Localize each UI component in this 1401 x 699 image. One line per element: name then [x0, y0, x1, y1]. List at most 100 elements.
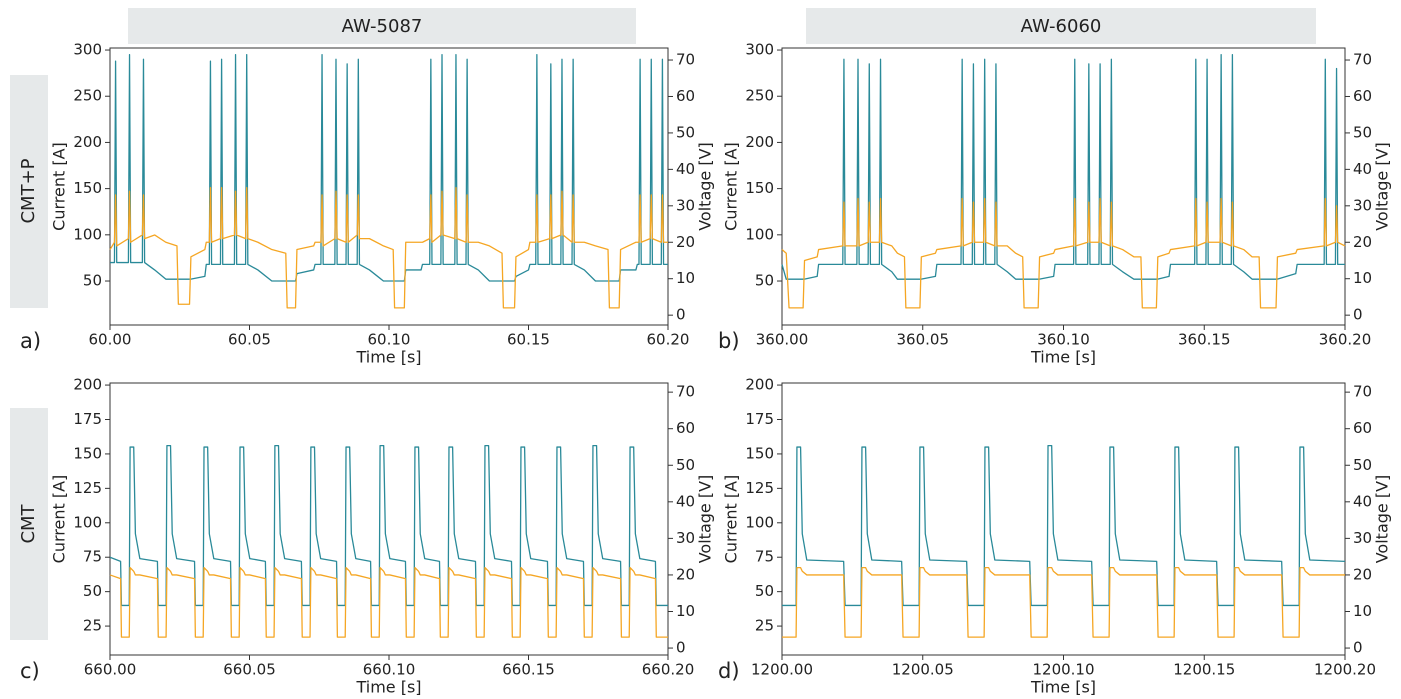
series-line: [109, 566, 668, 638]
y2-tick-label: 0: [676, 306, 686, 324]
panel-label: c): [20, 659, 40, 683]
plot-frame: [109, 47, 669, 326]
column-header-box: [128, 8, 636, 44]
y-tick-label: 75: [755, 548, 774, 566]
x-tick-label: 1200.10: [1032, 661, 1094, 679]
y-tick-label: 175: [73, 410, 102, 428]
y-tick-label: 25: [755, 617, 774, 635]
y2-axis-label: Voltage [V]: [696, 475, 715, 564]
y2-tick-label: 70: [1353, 383, 1372, 401]
y2-tick-label: 30: [1353, 529, 1372, 547]
y-tick-label: 50: [755, 582, 774, 600]
series-line: [109, 186, 668, 309]
y2-axis-label: Voltage [V]: [1373, 142, 1392, 231]
y-tick-label: 125: [745, 479, 774, 497]
y2-tick-label: 70: [1353, 51, 1372, 69]
x-axis-label: Time [s]: [1030, 348, 1096, 367]
y2-tick-label: 20: [1353, 565, 1372, 583]
y-tick-label: 200: [745, 133, 774, 151]
column-header: AW-5087: [342, 16, 423, 37]
y2-tick-label: 40: [676, 160, 695, 178]
x-tick-label: 360.00: [756, 331, 809, 349]
y-tick-label: 50: [83, 272, 102, 290]
plot-frame: [781, 47, 1346, 326]
y2-axis-label: Voltage [V]: [696, 142, 715, 231]
x-tick-label: 360.20: [1319, 331, 1372, 349]
y-tick-label: 25: [83, 617, 102, 635]
y2-tick-label: 20: [1353, 233, 1372, 251]
x-axis-label: Time [s]: [1030, 678, 1096, 697]
y2-tick-label: 40: [1353, 160, 1372, 178]
x-tick-label: 1200.00: [751, 661, 813, 679]
y2-tick-label: 10: [676, 602, 695, 620]
x-tick-label: 360.10: [1037, 331, 1090, 349]
y2-tick-label: 30: [676, 196, 695, 214]
y2-tick-label: 20: [676, 565, 695, 583]
y-tick-label: 175: [745, 410, 774, 428]
series-line: [781, 197, 1346, 309]
x-tick-label: 60.20: [647, 331, 690, 349]
x-tick-label: 60.15: [507, 331, 550, 349]
panel-label: d): [718, 659, 740, 683]
x-tick-label: 1200.05: [892, 661, 954, 679]
y2-tick-label: 30: [1353, 196, 1372, 214]
y2-tick-label: 10: [1353, 602, 1372, 620]
y-tick-label: 50: [83, 582, 102, 600]
y-tick-label: 75: [83, 548, 102, 566]
y-axis-label: Current [A]: [50, 475, 69, 564]
y-tick-label: 250: [745, 87, 774, 105]
y-tick-label: 300: [73, 41, 102, 59]
y2-tick-label: 0: [1353, 306, 1363, 324]
y-tick-label: 100: [745, 225, 774, 243]
series-line: [782, 566, 1345, 638]
y-tick-label: 100: [73, 513, 102, 531]
y2-tick-label: 40: [676, 492, 695, 510]
y-tick-label: 100: [745, 513, 774, 531]
x-tick-label: 60.10: [368, 331, 411, 349]
y2-tick-label: 60: [676, 87, 695, 105]
y2-tick-label: 0: [676, 639, 686, 657]
y-tick-label: 150: [73, 179, 102, 197]
x-tick-label: 1200.15: [1173, 661, 1235, 679]
y-tick-label: 200: [745, 376, 774, 394]
panel-label: a): [20, 329, 41, 353]
x-tick-label: 660.15: [502, 661, 555, 679]
x-tick-label: 1200.20: [1314, 661, 1376, 679]
y-tick-label: 200: [73, 376, 102, 394]
y-axis-label: Current [A]: [722, 475, 741, 564]
y2-tick-label: 0: [1353, 639, 1363, 657]
x-tick-label: 660.05: [223, 661, 276, 679]
row-header-box: [10, 408, 48, 640]
row-header-box: [10, 75, 48, 308]
y2-tick-label: 50: [1353, 456, 1372, 474]
panel-label: b): [718, 329, 740, 353]
y2-tick-label: 50: [676, 123, 695, 141]
column-header: AW-6060: [1021, 16, 1102, 37]
y2-tick-label: 50: [676, 456, 695, 474]
series-line: [781, 54, 1345, 280]
x-tick-label: 60.05: [228, 331, 271, 349]
y-tick-label: 300: [745, 41, 774, 59]
y-tick-label: 150: [745, 444, 774, 462]
y2-tick-label: 20: [676, 233, 695, 251]
series-line: [782, 445, 1346, 607]
x-tick-label: 660.00: [84, 661, 137, 679]
x-tick-label: 660.10: [363, 661, 416, 679]
y-tick-label: 100: [73, 225, 102, 243]
y2-tick-label: 30: [676, 529, 695, 547]
y2-tick-label: 60: [1353, 87, 1372, 105]
y-tick-label: 50: [755, 272, 774, 290]
x-tick-label: 660.20: [642, 661, 695, 679]
x-axis-label: Time [s]: [355, 678, 421, 697]
y-tick-label: 250: [73, 87, 102, 105]
row-header: CMT+P: [18, 158, 39, 223]
column-header-box: [806, 8, 1316, 44]
y-tick-label: 125: [73, 479, 102, 497]
series-line: [110, 54, 668, 282]
row-header: CMT: [18, 503, 39, 543]
y2-tick-label: 70: [676, 383, 695, 401]
y-axis-label: Current [A]: [722, 142, 741, 231]
y2-tick-label: 50: [1353, 123, 1372, 141]
y2-tick-label: 40: [1353, 492, 1372, 510]
